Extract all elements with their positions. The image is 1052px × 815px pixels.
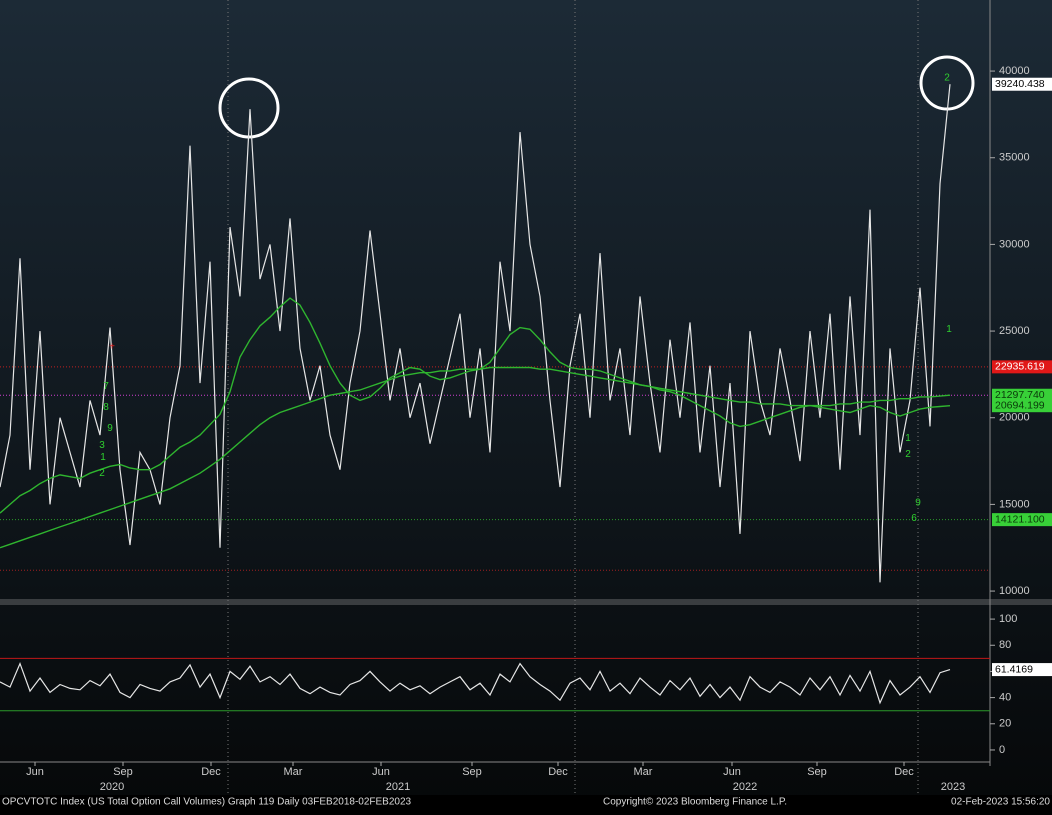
y-tick-label: 25000 bbox=[999, 325, 1030, 337]
annotation: 9 bbox=[915, 497, 921, 508]
value-callout-box bbox=[992, 360, 1052, 374]
x-tick-label: Jun bbox=[723, 766, 741, 778]
annotation: 2 bbox=[944, 73, 950, 84]
value-callout-box bbox=[992, 399, 1052, 413]
annotation: 2 bbox=[905, 449, 911, 460]
y-tick-label: 0 bbox=[999, 744, 1005, 756]
value-callout: 21297.740 bbox=[995, 389, 1045, 401]
y-tick-label: 40000 bbox=[999, 65, 1030, 77]
y-tick-label: 20000 bbox=[999, 412, 1030, 424]
value-callout-box bbox=[992, 77, 1052, 91]
y-tick-label: 40 bbox=[999, 692, 1011, 704]
value-callout: 14121.100 bbox=[995, 513, 1045, 525]
y-tick-label: 20 bbox=[999, 718, 1011, 730]
value-callout-box bbox=[992, 388, 1052, 402]
footer-left: OPCVTOTC Index (US Total Option Call Vol… bbox=[2, 797, 412, 808]
y-tick-label: 15000 bbox=[999, 498, 1030, 510]
x-tick-label: Jun bbox=[372, 766, 390, 778]
annotation: 9 bbox=[107, 423, 113, 434]
x-tick-label: Sep bbox=[807, 766, 827, 778]
x-tick-label: Sep bbox=[462, 766, 482, 778]
x-year-label: 2021 bbox=[386, 781, 410, 793]
panel-separator bbox=[0, 599, 1052, 605]
year-dividers bbox=[227, 0, 919, 795]
annotation: 6 bbox=[911, 513, 917, 524]
x-year-label: 2022 bbox=[733, 781, 757, 793]
annotation: 1 bbox=[905, 433, 911, 444]
annotation: 3 bbox=[99, 440, 105, 451]
x-tick-label: Dec bbox=[201, 766, 221, 778]
footer-right: 02-Feb-2023 15:56:20 bbox=[951, 797, 1050, 808]
annotation: 1 bbox=[946, 324, 952, 335]
value-callout: 61.4169 bbox=[995, 663, 1033, 675]
value-callout: 22935.619 bbox=[995, 361, 1045, 373]
annotation: 7 bbox=[103, 381, 109, 392]
x-year-label: 2023 bbox=[941, 781, 965, 793]
y-tick-label: 10000 bbox=[999, 585, 1030, 597]
x-tick-label: Sep bbox=[113, 766, 133, 778]
y-tick-label: 80 bbox=[999, 639, 1011, 651]
footer-center: Copyright© 2023 Bloomberg Finance L.P. bbox=[603, 797, 787, 808]
value-callout: 20694.199 bbox=[995, 399, 1045, 411]
y-tick-label: 30000 bbox=[999, 238, 1030, 250]
x-tick-label: Mar bbox=[284, 766, 303, 778]
value-callout-box bbox=[992, 513, 1052, 527]
annotation: 8 bbox=[103, 402, 109, 413]
data-line bbox=[0, 661, 951, 705]
annotation: 1 bbox=[100, 452, 106, 463]
y-tick-label: 100 bbox=[999, 613, 1017, 625]
x-tick-label: Mar bbox=[634, 766, 653, 778]
x-tick-label: Dec bbox=[894, 766, 914, 778]
data-line bbox=[0, 366, 951, 549]
x-tick-label: Jun bbox=[26, 766, 44, 778]
x-year-label: 2020 bbox=[100, 781, 124, 793]
x-tick-label: Dec bbox=[548, 766, 568, 778]
annotation: + bbox=[109, 341, 115, 352]
value-callout-box bbox=[992, 663, 1052, 677]
y-tick-label: 35000 bbox=[999, 152, 1030, 164]
value-callout: 39240.438 bbox=[995, 78, 1045, 90]
footer-bar bbox=[0, 795, 1052, 810]
annotation: 2 bbox=[99, 468, 105, 479]
data-line bbox=[0, 297, 951, 514]
